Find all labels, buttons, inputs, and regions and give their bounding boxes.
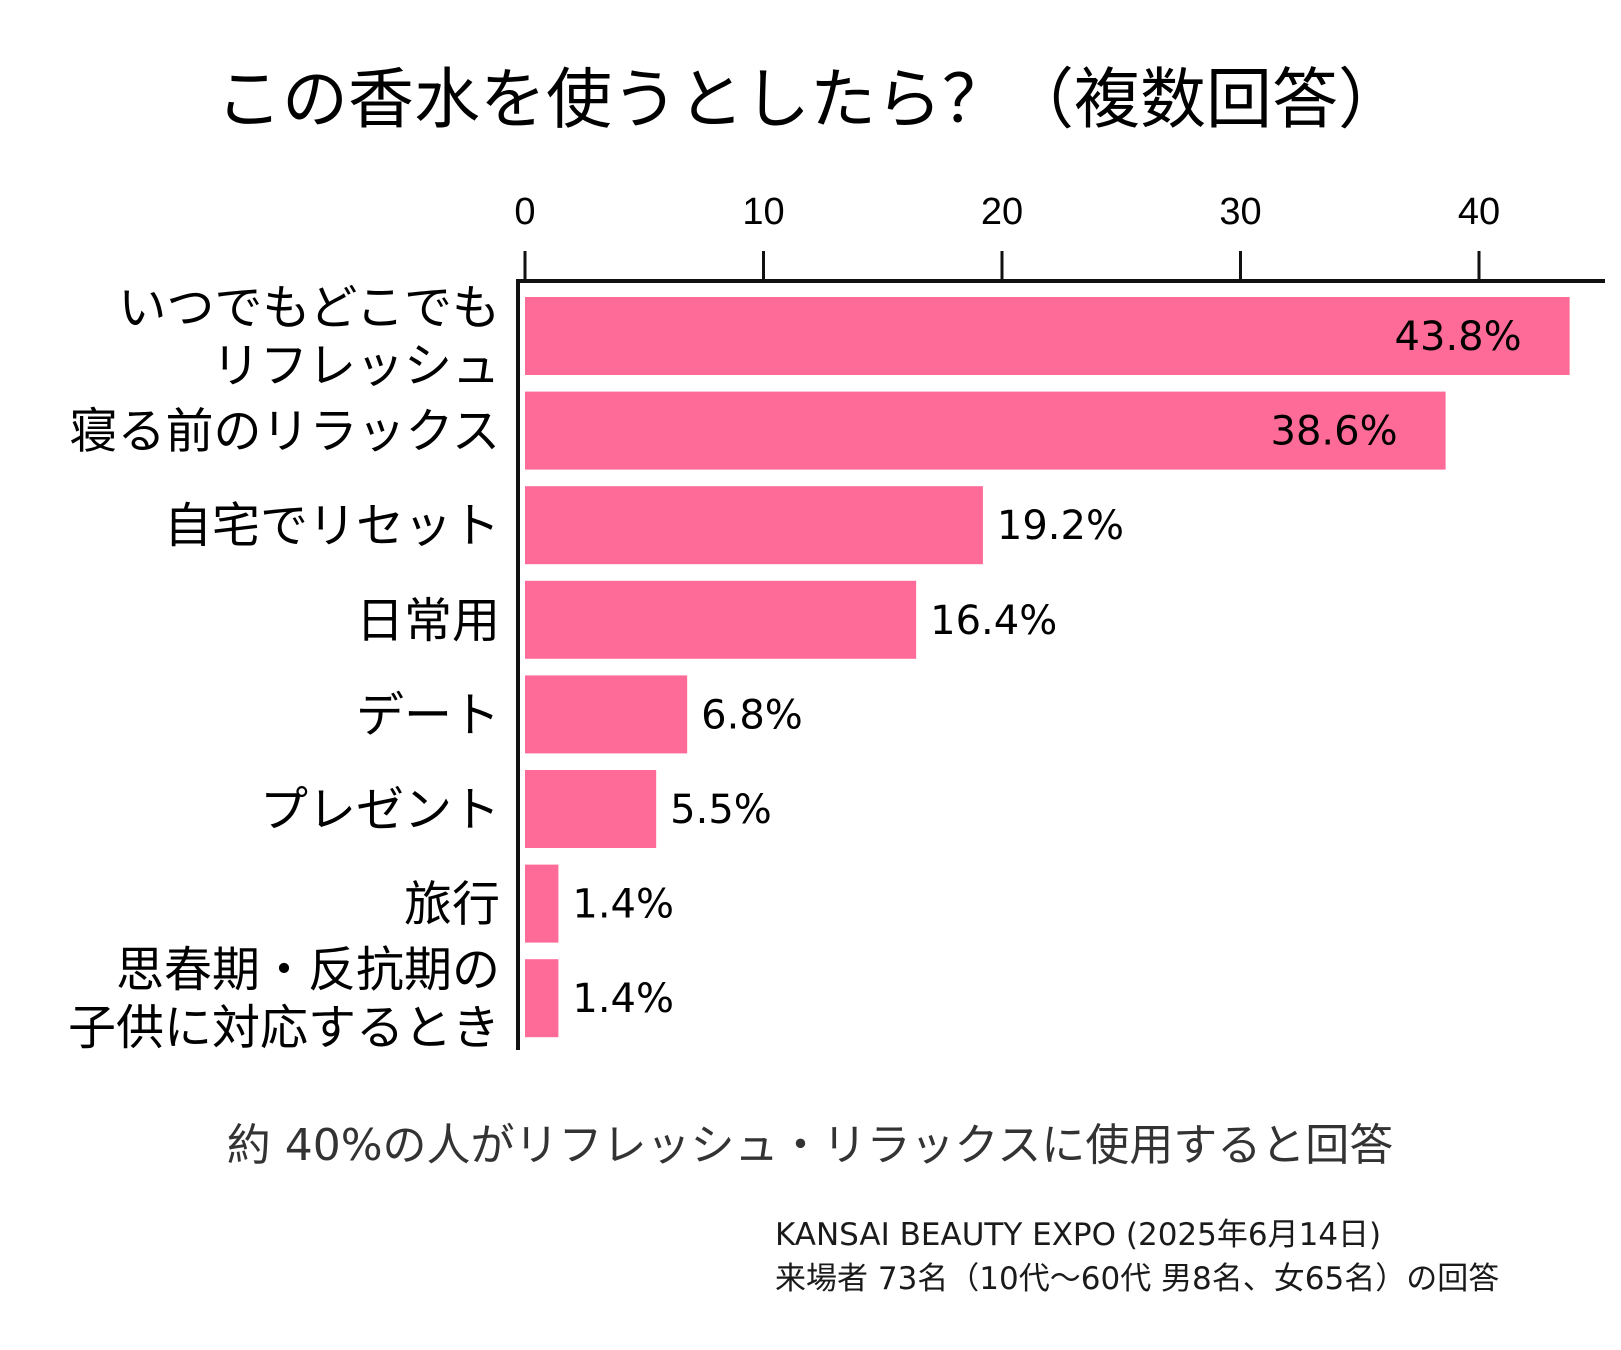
bar-value-label: 38.6%	[1271, 409, 1398, 455]
bar	[525, 959, 559, 1038]
source-note: KANSAI BEAUTY EXPO (2025年6月14日) 来場者 73名（1…	[775, 1217, 1499, 1297]
bar-value-label: 1.4%	[572, 882, 674, 928]
x-tick-label: 40	[1458, 191, 1500, 233]
x-axis: 0 10 20 30 40	[514, 191, 1605, 1050]
summary-annotation: 約 40%の人がリフレッシュ・リラックスに使用すると回答	[227, 1120, 1393, 1171]
chart-title: この香水を使うとしたら？（複数回答）	[216, 61, 1404, 138]
category-label: プレゼント	[260, 782, 500, 838]
bar	[525, 486, 983, 565]
bar-value-label: 5.5%	[670, 787, 772, 833]
x-tick-label: 0	[514, 191, 535, 233]
bar-value-label: 16.4%	[930, 598, 1057, 644]
category-label: 旅行	[404, 877, 500, 933]
source-line: KANSAI BEAUTY EXPO (2025年6月14日)	[775, 1217, 1381, 1253]
category-label: リフレッシュ	[212, 338, 500, 394]
bar	[525, 297, 1570, 375]
category-label: 子供に対応するとき	[68, 1000, 500, 1056]
bar	[525, 580, 917, 659]
category-label: デート	[356, 687, 500, 743]
category-label: 日常用	[356, 593, 500, 649]
bar-value-label: 6.8%	[701, 692, 803, 738]
bar	[525, 864, 559, 943]
source-line: 来場者 73名（10代〜60代 男8名、女65名）の回答	[775, 1261, 1499, 1297]
x-tick-label: 30	[1219, 191, 1261, 233]
bar	[525, 391, 1446, 470]
category-label: 思春期・反抗期の	[116, 942, 500, 998]
bar-value-label: 1.4%	[572, 976, 674, 1022]
category-label: 自宅でリセット	[164, 498, 500, 554]
bar	[525, 675, 688, 754]
bar	[525, 770, 657, 848]
category-label: いつでもどこでも	[118, 280, 500, 336]
category-labels: いつでもどこでもリフレッシュ寝る前のリラックス自宅でリセット日常用デートプレゼン…	[68, 280, 500, 1056]
bars: 43.8% 38.6% 19.2% 16.4% 6.8% 5.5% 1.4% 1.4%	[525, 297, 1570, 1038]
bar-value-label: 19.2%	[997, 503, 1124, 549]
category-label: 寝る前のリラックス	[69, 404, 500, 460]
x-tick-label: 20	[981, 191, 1023, 233]
x-tick-label: 10	[742, 191, 784, 233]
bar-value-label: 43.8%	[1395, 314, 1522, 360]
